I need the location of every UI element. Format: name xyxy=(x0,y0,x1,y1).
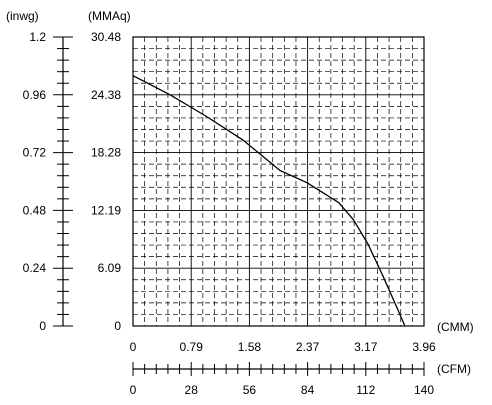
cfm-tick-label: 112 xyxy=(356,383,375,397)
cmm-tick-label: 3.96 xyxy=(412,340,436,354)
inwg-tick-label: 0.24 xyxy=(23,261,47,275)
labels: 0 0.24 0.48 0.72 0.96 1.2 (inwg) 0 6.09 12.19 18.2… xyxy=(6,9,474,397)
mmaq-tick-label: 30.48 xyxy=(91,30,121,44)
cfm-tick-label: 28 xyxy=(185,383,199,397)
inwg-tick-label: 0.72 xyxy=(23,146,47,160)
series-layer xyxy=(133,76,405,326)
inwg-tick-label: 1.2 xyxy=(29,30,46,44)
mmaq-tick-label: 0 xyxy=(114,319,121,333)
cmm-tick-label: 0.79 xyxy=(180,340,204,354)
plot-frame xyxy=(133,37,424,326)
grid xyxy=(133,37,424,326)
inwg-tick-label: 0 xyxy=(39,319,46,333)
cmm-tick-label: 0 xyxy=(130,340,137,354)
mmaq-tick-label: 12.19 xyxy=(91,203,121,217)
cmm-tick-label: 1.58 xyxy=(238,340,262,354)
cmm-tick-label: 2.37 xyxy=(296,340,320,354)
inwg-unit-label: (inwg) xyxy=(6,9,39,23)
cfm-tick-label: 84 xyxy=(301,383,315,397)
cfm-tick-label: 140 xyxy=(414,383,434,397)
cmm-tick-label: 3.17 xyxy=(354,340,378,354)
mmaq-tick-label: 24.38 xyxy=(91,88,121,102)
cfm-tick-label: 56 xyxy=(243,383,257,397)
inwg-tick-label: 0.96 xyxy=(23,88,47,102)
pq-curve xyxy=(133,76,405,326)
inwg-tick-label: 0.48 xyxy=(23,203,47,217)
cfm-unit-label: (CFM) xyxy=(437,362,471,376)
cmm-unit-label: (CMM) xyxy=(437,320,474,334)
mmaq-tick-label: 18.28 xyxy=(91,146,121,160)
mmaq-tick-label: 6.09 xyxy=(98,261,122,275)
mmaq-unit-label: (MMAq) xyxy=(88,9,131,23)
cfm-tick-label: 0 xyxy=(130,383,137,397)
